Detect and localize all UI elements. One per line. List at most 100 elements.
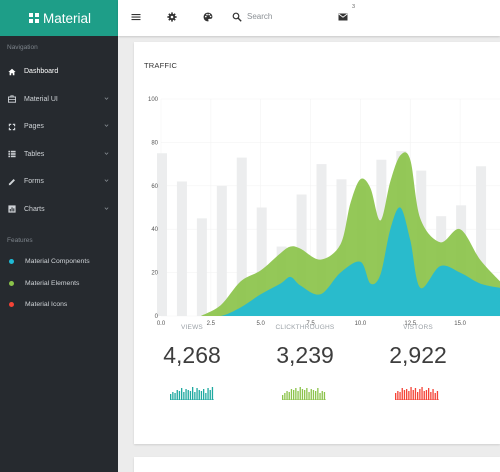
y-tick-label: 80 <box>151 140 158 146</box>
teal-area-series <box>200 207 500 316</box>
brand-name: Material <box>43 10 92 26</box>
sparkline-bar <box>414 388 417 400</box>
sparkline-bar <box>176 390 178 400</box>
x-tick-label: 2.5 <box>207 321 216 327</box>
palette-icon[interactable] <box>203 12 213 22</box>
grid-logo-icon <box>29 13 39 23</box>
y-tick-label: 100 <box>148 97 159 103</box>
list-icon <box>8 150 16 158</box>
sparkline-bar <box>183 392 185 400</box>
sparkline-bar <box>185 389 187 400</box>
chart-icon <box>8 205 16 213</box>
mail-icon[interactable] <box>338 12 348 22</box>
sparkline-bar <box>288 392 290 400</box>
stat-label: CLICKTHROUGHS <box>275 324 335 331</box>
sparkline-bar <box>412 390 414 400</box>
traffic-bar <box>236 157 247 316</box>
sparkline-bar <box>286 391 288 400</box>
views-sparkline <box>170 387 214 400</box>
sparkline-bar <box>319 393 321 400</box>
sparkline-bar <box>308 392 310 400</box>
sparkline-bar <box>172 392 174 400</box>
x-tick-label: 5.0 <box>257 321 266 327</box>
chevron-down-icon <box>104 179 109 182</box>
sparkline-bar <box>306 388 308 400</box>
feature-material-components[interactable]: Material Components <box>0 251 118 273</box>
sparkline-bar <box>425 390 428 400</box>
sparkline-bar <box>187 390 189 400</box>
menu-icon[interactable] <box>131 12 141 22</box>
sparkline-bar <box>403 390 406 400</box>
sidebar: Material Navigation Dashboard Material U… <box>0 0 118 472</box>
traffic-bar <box>216 185 227 316</box>
sidebar-item-dashboard[interactable]: Dashboard <box>0 58 118 86</box>
navigation-section-label: Navigation <box>7 44 38 51</box>
sparkline-bar <box>282 395 284 400</box>
clickthroughs-sparkline <box>282 387 326 400</box>
chevron-down-icon <box>104 96 109 100</box>
sparkline-bar <box>421 387 423 400</box>
sidebar-item-label: Charts <box>24 205 45 213</box>
sparkline-bar <box>198 390 200 400</box>
search-icon[interactable] <box>232 12 242 22</box>
sidebar-item-charts[interactable]: Charts <box>0 196 118 224</box>
x-tick-label: 12.5 <box>404 321 416 327</box>
sidebar-item-material-ui[interactable]: Material UI <box>0 86 118 114</box>
sidebar-item-forms[interactable]: Forms <box>0 168 118 196</box>
sparkline-bar <box>205 393 207 400</box>
sidebar-item-label: Forms <box>24 178 44 186</box>
green-area-series <box>200 152 500 316</box>
sparkline-bar <box>434 393 436 400</box>
sparkline-bar <box>423 391 425 400</box>
stat-views: VIEWS 4,268 <box>137 324 247 369</box>
sparkline-bar <box>317 388 319 400</box>
sparkline-bar <box>321 391 323 400</box>
stat-label: VISTORS <box>403 324 433 331</box>
sparkline-bar <box>295 388 297 400</box>
sparkline-bar <box>203 389 205 400</box>
feature-label: Material Elements <box>25 279 80 287</box>
sparkline-bar <box>419 389 421 400</box>
stat-label: VIEWS <box>181 324 203 331</box>
sparkline-bar <box>323 392 326 400</box>
sparkline-bar <box>293 390 295 400</box>
feature-label: Material Icons <box>25 301 68 309</box>
sparkline-bar <box>200 391 203 400</box>
brand-header[interactable]: Material <box>0 0 118 36</box>
sparkline-bar <box>417 392 419 400</box>
sparkline-bar <box>170 394 172 400</box>
x-tick-label: 15.0 <box>454 321 466 327</box>
sparkline-bar <box>401 388 403 400</box>
x-tick-label: 7.5 <box>306 321 315 327</box>
sparkline-bar <box>430 392 432 400</box>
sparkline-bar <box>315 391 317 400</box>
stat-clickthroughs: CLICKTHROUGHS 3,239 <box>250 324 360 369</box>
traffic-bar <box>256 207 267 316</box>
sparkline-bar <box>178 391 181 400</box>
search-input[interactable]: Search <box>247 12 273 21</box>
y-tick-label: 0 <box>155 314 159 320</box>
traffic-bar <box>176 181 187 316</box>
sparkline-bar <box>189 391 192 400</box>
sidebar-item-tables[interactable]: Tables <box>0 141 118 169</box>
sparkline-bar <box>209 390 211 400</box>
top-bar: Search 3 <box>118 0 500 36</box>
sparkline-bar <box>436 391 439 400</box>
stat-value: 2,922 <box>389 342 447 368</box>
chevron-down-icon <box>104 124 109 127</box>
feature-material-icons[interactable]: Material Icons <box>0 294 118 316</box>
x-tick-label: 10.0 <box>355 321 367 327</box>
stat-visitors: VISTORS 2,922 <box>363 324 473 369</box>
traffic-bar <box>157 153 167 316</box>
gear-icon[interactable] <box>167 12 177 22</box>
sparkline-bar <box>290 389 293 400</box>
feature-material-elements[interactable]: Material Elements <box>0 273 118 295</box>
sparkline-bar <box>410 387 412 400</box>
x-tick-label: 0.0 <box>157 321 166 327</box>
sparkline-bar <box>304 390 306 400</box>
pages-icon <box>8 123 16 131</box>
sidebar-item-pages[interactable]: Pages <box>0 113 118 141</box>
sparkline-bar <box>299 387 301 400</box>
sparkline-bar <box>207 388 209 400</box>
traffic-bar <box>476 166 487 316</box>
